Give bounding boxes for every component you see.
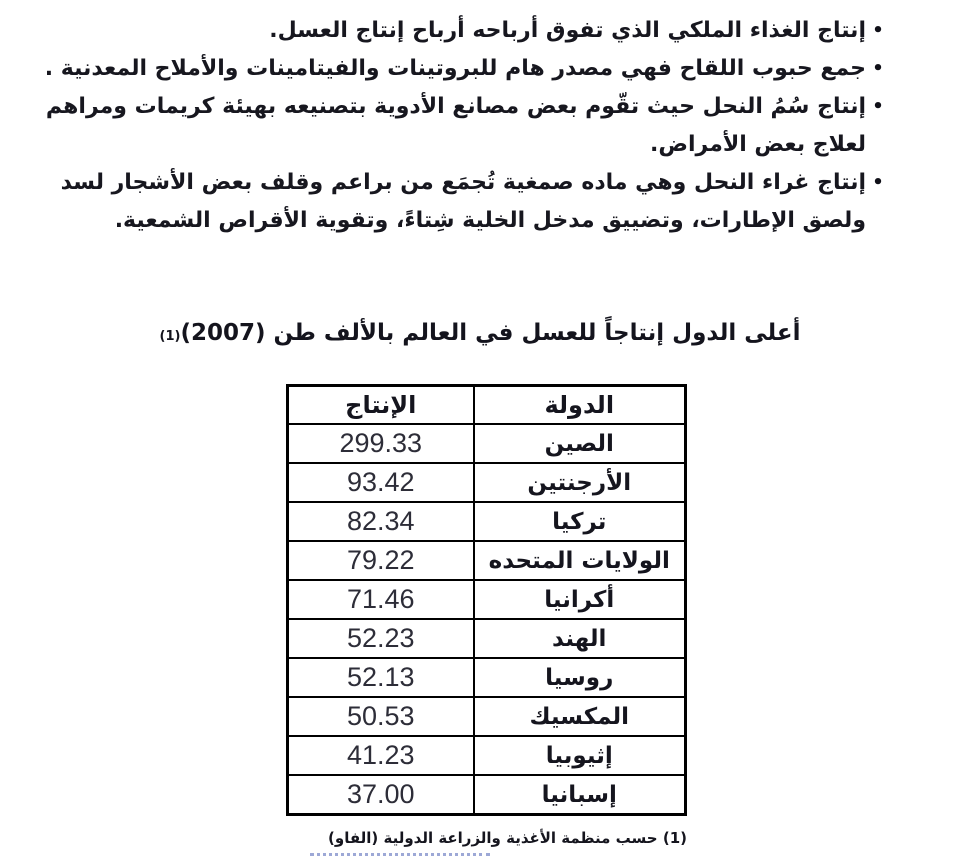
table-row: الولايات المتحده 79.22 (286, 540, 687, 581)
country-cell: أكرانيا (472, 579, 687, 620)
bullet-text: إنتاج الغذاء الملكي الذي تفوق أرباحه أرب… (269, 18, 866, 43)
production-cell: 79.22 (286, 540, 475, 581)
bullet-icon: • (872, 172, 884, 193)
production-cell: 37.00 (286, 774, 475, 816)
bullet-text: جمع حبوب اللقاح فهي مصدر هام للبروتينات … (44, 56, 866, 81)
country-cell: الهند (472, 618, 687, 659)
table-row: الأرجنتين 93.42 (286, 462, 687, 503)
list-item: • إنتاج الغذاء الملكي الذي تفوق أرباحه أ… (26, 12, 890, 50)
bullet-list: • إنتاج الغذاء الملكي الذي تفوق أرباحه أ… (0, 0, 960, 240)
country-cell: تركيا (472, 501, 687, 542)
production-cell: 41.23 (286, 735, 475, 776)
list-item: • جمع حبوب اللقاح فهي مصدر هام للبروتينا… (26, 50, 890, 88)
production-cell: 299.33 (286, 423, 475, 464)
country-cell: إسبانيا (472, 774, 687, 816)
production-cell: 52.13 (286, 657, 475, 698)
country-cell: الأرجنتين (472, 462, 687, 503)
bullet-icon: • (872, 96, 884, 117)
column-header-country: الدولة (472, 384, 687, 425)
footnote-ref: (1) (159, 329, 181, 344)
table-row: المكسيك 50.53 (286, 696, 687, 737)
production-cell: 50.53 (286, 696, 475, 737)
list-item: • إنتاج غراء النحل وهي ماده صمغية تُجمَع… (26, 164, 890, 240)
footnote: (1) حسب منظمة الأغذية والزراعة الدولية (… (328, 829, 687, 847)
production-cell: 52.23 (286, 618, 475, 659)
table-row: الهند 52.23 (286, 618, 687, 659)
country-cell: المكسيك (472, 696, 687, 737)
table-header-row: الدولة الإنتاج (286, 384, 687, 425)
honey-production-table: الدولة الإنتاج الصين 299.33 الأرجنتين 93… (286, 384, 687, 816)
bullet-text: إنتاج غراء النحل وهي ماده صمغية تُجمَع م… (60, 170, 866, 233)
table-title: أعلى الدول إنتاجاً للعسل في العالم بالأل… (0, 316, 960, 354)
bullet-text: إنتاج سُمُ النحل حيث تقّوم بعض مصانع الأ… (45, 94, 866, 157)
table-row: أكرانيا 71.46 (286, 579, 687, 620)
table-row: تركيا 82.34 (286, 501, 687, 542)
country-cell: الصين (472, 423, 687, 464)
production-cell: 71.46 (286, 579, 475, 620)
table-row: الصين 299.33 (286, 423, 687, 464)
column-header-production: الإنتاج (286, 384, 475, 425)
country-cell: إثيوبيا (472, 735, 687, 776)
country-cell: الولايات المتحده (472, 540, 687, 581)
production-cell: 82.34 (286, 501, 475, 542)
list-item: • إنتاج سُمُ النحل حيث تقّوم بعض مصانع ا… (26, 88, 890, 164)
production-cell: 93.42 (286, 462, 475, 503)
bullet-icon: • (872, 20, 884, 41)
bullet-icon: • (872, 58, 884, 79)
country-cell: روسيا (472, 657, 687, 698)
table-row: إثيوبيا 41.23 (286, 735, 687, 776)
table-row: روسيا 52.13 (286, 657, 687, 698)
table-title-text: أعلى الدول إنتاجاً للعسل في العالم بالأل… (180, 320, 801, 346)
dotted-underline-artifact (310, 853, 490, 856)
table-row: إسبانيا 37.00 (286, 774, 687, 816)
footnote-area: (1) حسب منظمة الأغذية والزراعة الدولية (… (289, 828, 687, 856)
